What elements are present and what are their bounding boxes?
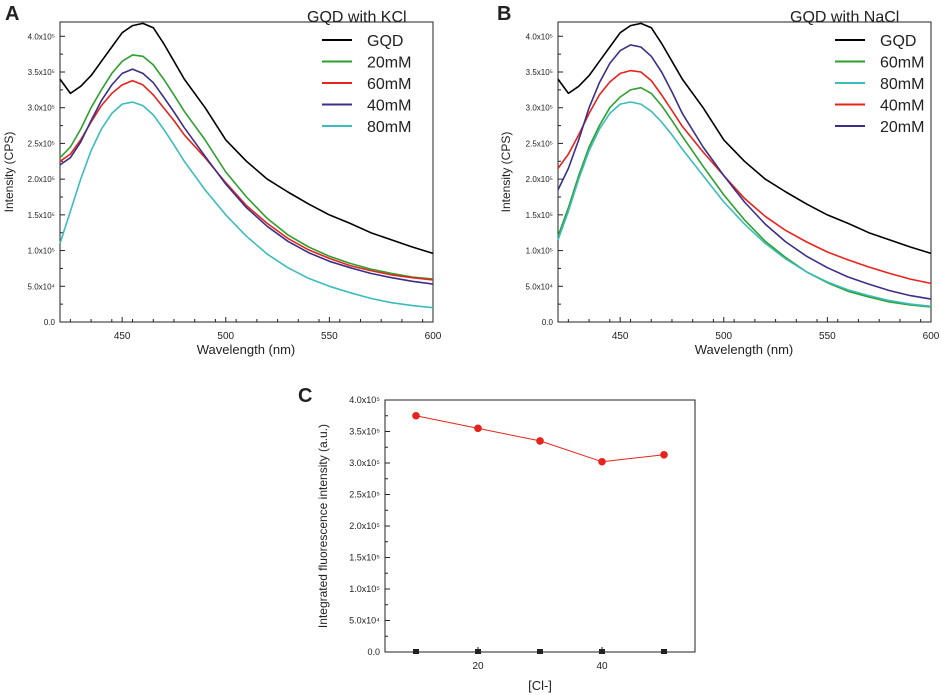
data-point [660,451,668,459]
series-line-80mm [557,101,932,308]
panel-c: C 0.0 5.0x10⁴ 1.0x10⁵ 1.5x10⁵ 2.0x10⁵ 2.5x10⁵… [298,385,696,693]
y-tick-label: 2.5x10⁵ [526,139,553,148]
panel-b-series [557,22,932,308]
legend-label: 20mM [880,119,924,136]
y-tick-label: 0.0 [44,318,56,327]
series-line-gqd [59,22,434,255]
x-tick-label: 20 [472,661,484,672]
panel-b-x-ticks: 450 500 550 600 [567,317,940,342]
legend-label: 60mM [367,76,411,93]
y-tick-label: 4.0x10⁵ [28,32,55,41]
panel-b-y-axis-label: Intensity (CPS) [499,132,513,213]
y-tick-label: 3.0x10⁵ [349,458,380,468]
x-tick-label: 500 [715,331,732,342]
y-tick-label: 1.5x10⁵ [28,211,55,220]
y-tick-label: 2.0x10⁵ [28,175,55,184]
panel-a-plot-frame [59,21,434,323]
legend-label: 80mM [880,76,924,93]
panel-a-y-ticks: 0.0 5.0x10⁴ 1.0x10⁵ 1.5x10⁵ 2.0x10⁵ 2.5x10⁵ 3.… [28,32,65,327]
panel-c-x-axis-label: [Cl-] [528,678,552,693]
x-tick-label: 600 [923,331,940,342]
y-tick-label: 5.0x10⁴ [526,282,554,291]
panel-a-title: GQD with KCl [307,9,407,26]
y-tick-label: 3.5x10⁵ [28,68,55,77]
panel-a-series [59,22,434,309]
panel-label-b: B [497,3,511,25]
panel-b-y-ticks: 0.0 5.0x10⁴ 1.0x10⁵ 1.5x10⁵ 2.0x10⁵ 2.5x10⁵ 3.… [526,32,563,327]
data-point [412,411,420,420]
legend-label: 20mM [367,55,411,72]
y-tick-label: 4.0x10⁵ [349,395,380,405]
legend-label: GQD [880,33,916,50]
y-tick-label: 3.0x10⁵ [28,104,55,113]
x-tick-label: 450 [612,331,629,342]
panel-b-plot-frame [557,21,932,323]
legend-label: 60mM [880,55,924,72]
series-line-80mm [59,101,434,309]
panel-b-title: GQD with NaCl [790,9,899,26]
y-tick-label: 2.0x10⁵ [526,175,553,184]
panel-label-c: C [298,385,312,407]
panel-a: A GQD with KCl 0.0 5.0x10⁴ 1.0x10⁵ 1.5x10⁵ 2… [2,3,442,357]
panel-b-x-axis-label: Wavelength (nm) [695,342,794,357]
x-tick-label: 600 [425,331,442,342]
panel-a-y-axis-label: Intensity (CPS) [2,132,16,213]
y-tick-label: 0.0 [542,318,554,327]
y-tick-label: 5.0x10⁴ [349,616,380,626]
y-tick-label: 5.0x10⁴ [28,282,56,291]
y-tick-label: 4.0x10⁵ [526,32,553,41]
panel-a-legend: GQD 20mM 60mM 40mM 80mM [322,33,411,136]
y-tick-label: 1.0x10⁵ [349,584,380,594]
x-tick-label: 550 [321,331,338,342]
x-tick-label: 550 [819,331,836,342]
series-line-40mm [59,68,434,285]
data-point [598,457,606,466]
panel-b-legend: GQD 60mM 80mM 40mM 20mM [835,33,924,136]
series-line-60mm [557,86,932,308]
data-point [536,437,544,445]
series-line-gqd [557,22,932,255]
baseline-marker [413,649,419,654]
baseline-marker [475,649,481,654]
panel-c-y-ticks: 0.0 5.0x10⁴ 1.0x10⁵ 1.5x10⁵ 2.0x10⁵ 2.5x10⁵ 3.… [349,395,390,657]
panel-c-series [412,411,668,654]
y-tick-label: 2.5x10⁵ [349,490,380,500]
panel-a-x-ticks: 450 500 550 600 [69,317,442,342]
x-tick-label: 40 [596,661,608,672]
legend-label: 40mM [880,98,924,115]
y-tick-label: 2.0x10⁵ [349,521,380,531]
y-tick-label: 0.0 [367,647,380,657]
series-line-20mm [59,54,434,280]
legend-label: GQD [367,33,403,50]
y-tick-label: 3.0x10⁵ [526,104,553,113]
y-tick-label: 1.5x10⁵ [349,553,380,563]
y-tick-label: 1.0x10⁵ [28,247,55,256]
series-line-20mm [557,44,932,300]
panel-c-y-axis-label: Integrated fluorescence intensity (a.u.) [316,424,330,628]
y-tick-label: 3.5x10⁵ [526,68,553,77]
y-tick-label: 1.5x10⁵ [526,211,553,220]
baseline-marker [537,649,543,654]
baseline-marker [599,649,605,654]
legend-label: 80mM [367,119,411,136]
y-tick-label: 3.5x10⁵ [349,427,380,437]
data-point [474,424,482,433]
x-tick-label: 500 [217,331,234,342]
panel-b: B GQD with NaCl 0.0 5.0x10⁴ 1.0x10⁵ 1.5x10⁵… [497,3,940,357]
legend-label: 40mM [367,98,411,115]
y-tick-label: 2.5x10⁵ [28,139,55,148]
panel-label-a: A [5,3,19,25]
baseline-marker [661,649,667,654]
panel-a-x-axis-label: Wavelength (nm) [197,342,296,357]
series-line-60mm [59,79,434,281]
x-tick-label: 450 [114,331,131,342]
y-tick-label: 1.0x10⁵ [526,247,553,256]
series-line-40mm [557,69,932,285]
